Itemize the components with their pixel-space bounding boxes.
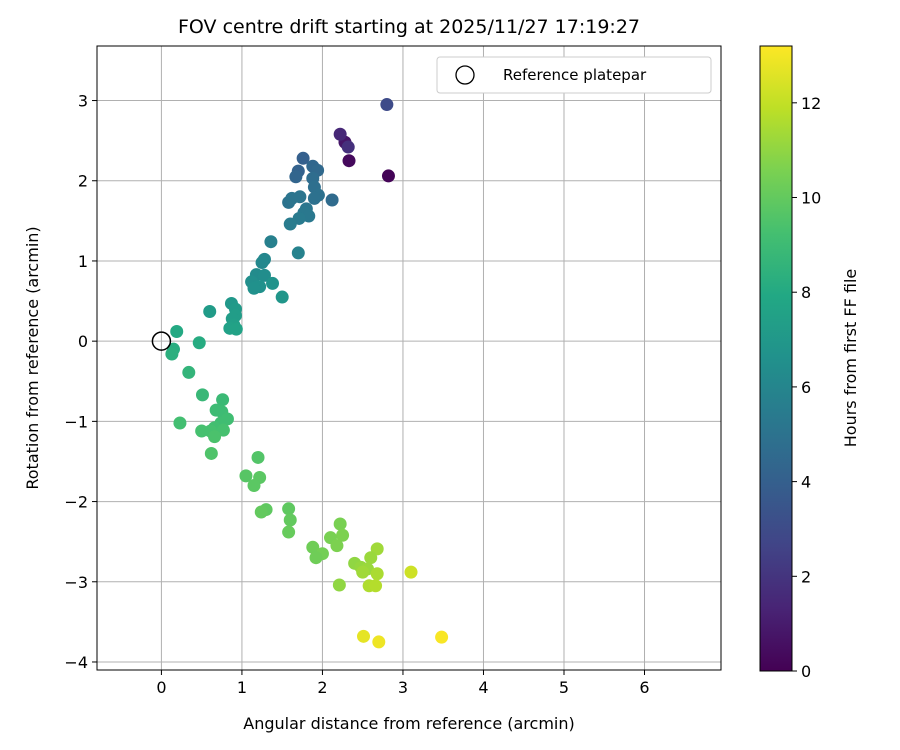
data-point [254, 505, 268, 519]
data-point [356, 565, 370, 579]
x-tick-label: 1 [237, 678, 247, 697]
data-point [275, 290, 289, 304]
data-point [330, 539, 344, 553]
data-point [369, 579, 383, 593]
y-tick-label: 3 [78, 92, 88, 111]
data-point [229, 322, 243, 336]
data-point [289, 170, 303, 184]
data-point [173, 416, 187, 430]
data-point [282, 502, 296, 516]
data-point [381, 169, 395, 183]
data-point [247, 281, 261, 295]
data-point [192, 336, 206, 350]
data-point [255, 256, 269, 270]
legend: Reference platepar [436, 56, 712, 94]
legend-entry-reference: Reference platepar [503, 66, 647, 84]
x-axis-ticks: 0 1 2 3 4 5 6 [156, 670, 650, 697]
data-point [333, 517, 347, 531]
data-point [380, 98, 394, 112]
colorbar-tick-label: 10 [801, 189, 821, 208]
x-tick-label: 3 [398, 678, 408, 697]
data-point [291, 246, 305, 260]
plot-frame [96, 45, 722, 671]
data-point [282, 525, 296, 539]
data-point [364, 551, 378, 565]
data-point [404, 565, 418, 579]
colorbar-label: Hours from first FF file [841, 269, 860, 448]
data-point [293, 190, 307, 204]
data-point [251, 450, 265, 464]
colorbar-tick-label: 12 [801, 94, 821, 113]
data-point [203, 304, 217, 318]
data-point [283, 217, 297, 231]
data-point [336, 528, 350, 542]
data-point [307, 191, 321, 205]
data-point [333, 127, 347, 141]
legend-box [436, 56, 712, 94]
data-point [247, 479, 261, 493]
y-axis-ticks: −4 −3 −2 −1 0 1 2 3 [64, 92, 97, 672]
colorbar-tick-label: 4 [801, 473, 811, 492]
data-point [341, 140, 355, 154]
data-point [195, 388, 209, 402]
y-axis-label: Rotation from reference (arcmin) [23, 226, 42, 489]
data-point [435, 630, 449, 644]
x-axis-label: Angular distance from reference (arcmin) [243, 714, 574, 733]
chart-title: FOV centre drift starting at 2025/11/27 … [178, 16, 640, 38]
data-point [309, 551, 323, 565]
data-point [357, 629, 371, 643]
data-point [239, 469, 253, 483]
colorbar: 0 2 4 6 8 10 12 Hours from first FF file [759, 45, 860, 681]
colorbar-tick-label: 8 [801, 283, 811, 302]
y-tick-label: 1 [78, 252, 88, 271]
y-tick-label: −3 [64, 573, 88, 592]
y-tick-label: −2 [64, 493, 88, 512]
data-point [332, 578, 346, 592]
data-point [372, 635, 386, 649]
data-point [208, 430, 222, 444]
data-point [182, 365, 196, 379]
colorbar-ticks: 0 2 4 6 8 10 12 [792, 94, 821, 681]
data-point [257, 268, 271, 282]
data-point [216, 393, 230, 407]
data-point [264, 235, 278, 249]
colorbar-gradient [759, 45, 793, 672]
x-tick-label: 5 [559, 678, 569, 697]
colorbar-tick-label: 0 [801, 662, 811, 681]
x-tick-label: 6 [639, 678, 649, 697]
data-point [266, 276, 280, 290]
data-point [306, 540, 320, 554]
colorbar-tick-label: 2 [801, 567, 811, 586]
y-tick-label: −4 [64, 653, 88, 672]
y-tick-label: 2 [78, 172, 88, 191]
data-point [325, 193, 339, 207]
legend-reference-icon [455, 65, 475, 85]
x-tick-label: 0 [156, 678, 166, 697]
x-tick-label: 2 [317, 678, 327, 697]
colorbar-tick-label: 6 [801, 378, 811, 397]
data-point [283, 513, 297, 527]
data-point [195, 424, 209, 438]
reference-platepar-marker [151, 331, 172, 351]
data-point [165, 347, 179, 361]
data-point [170, 325, 184, 339]
scatter-points [165, 98, 449, 649]
data-point [342, 154, 356, 168]
y-tick-label: −1 [64, 412, 88, 431]
y-tick-label: 0 [78, 332, 88, 351]
data-point [370, 567, 384, 581]
x-tick-label: 4 [478, 678, 488, 697]
data-point [296, 151, 310, 165]
data-point [204, 446, 218, 460]
